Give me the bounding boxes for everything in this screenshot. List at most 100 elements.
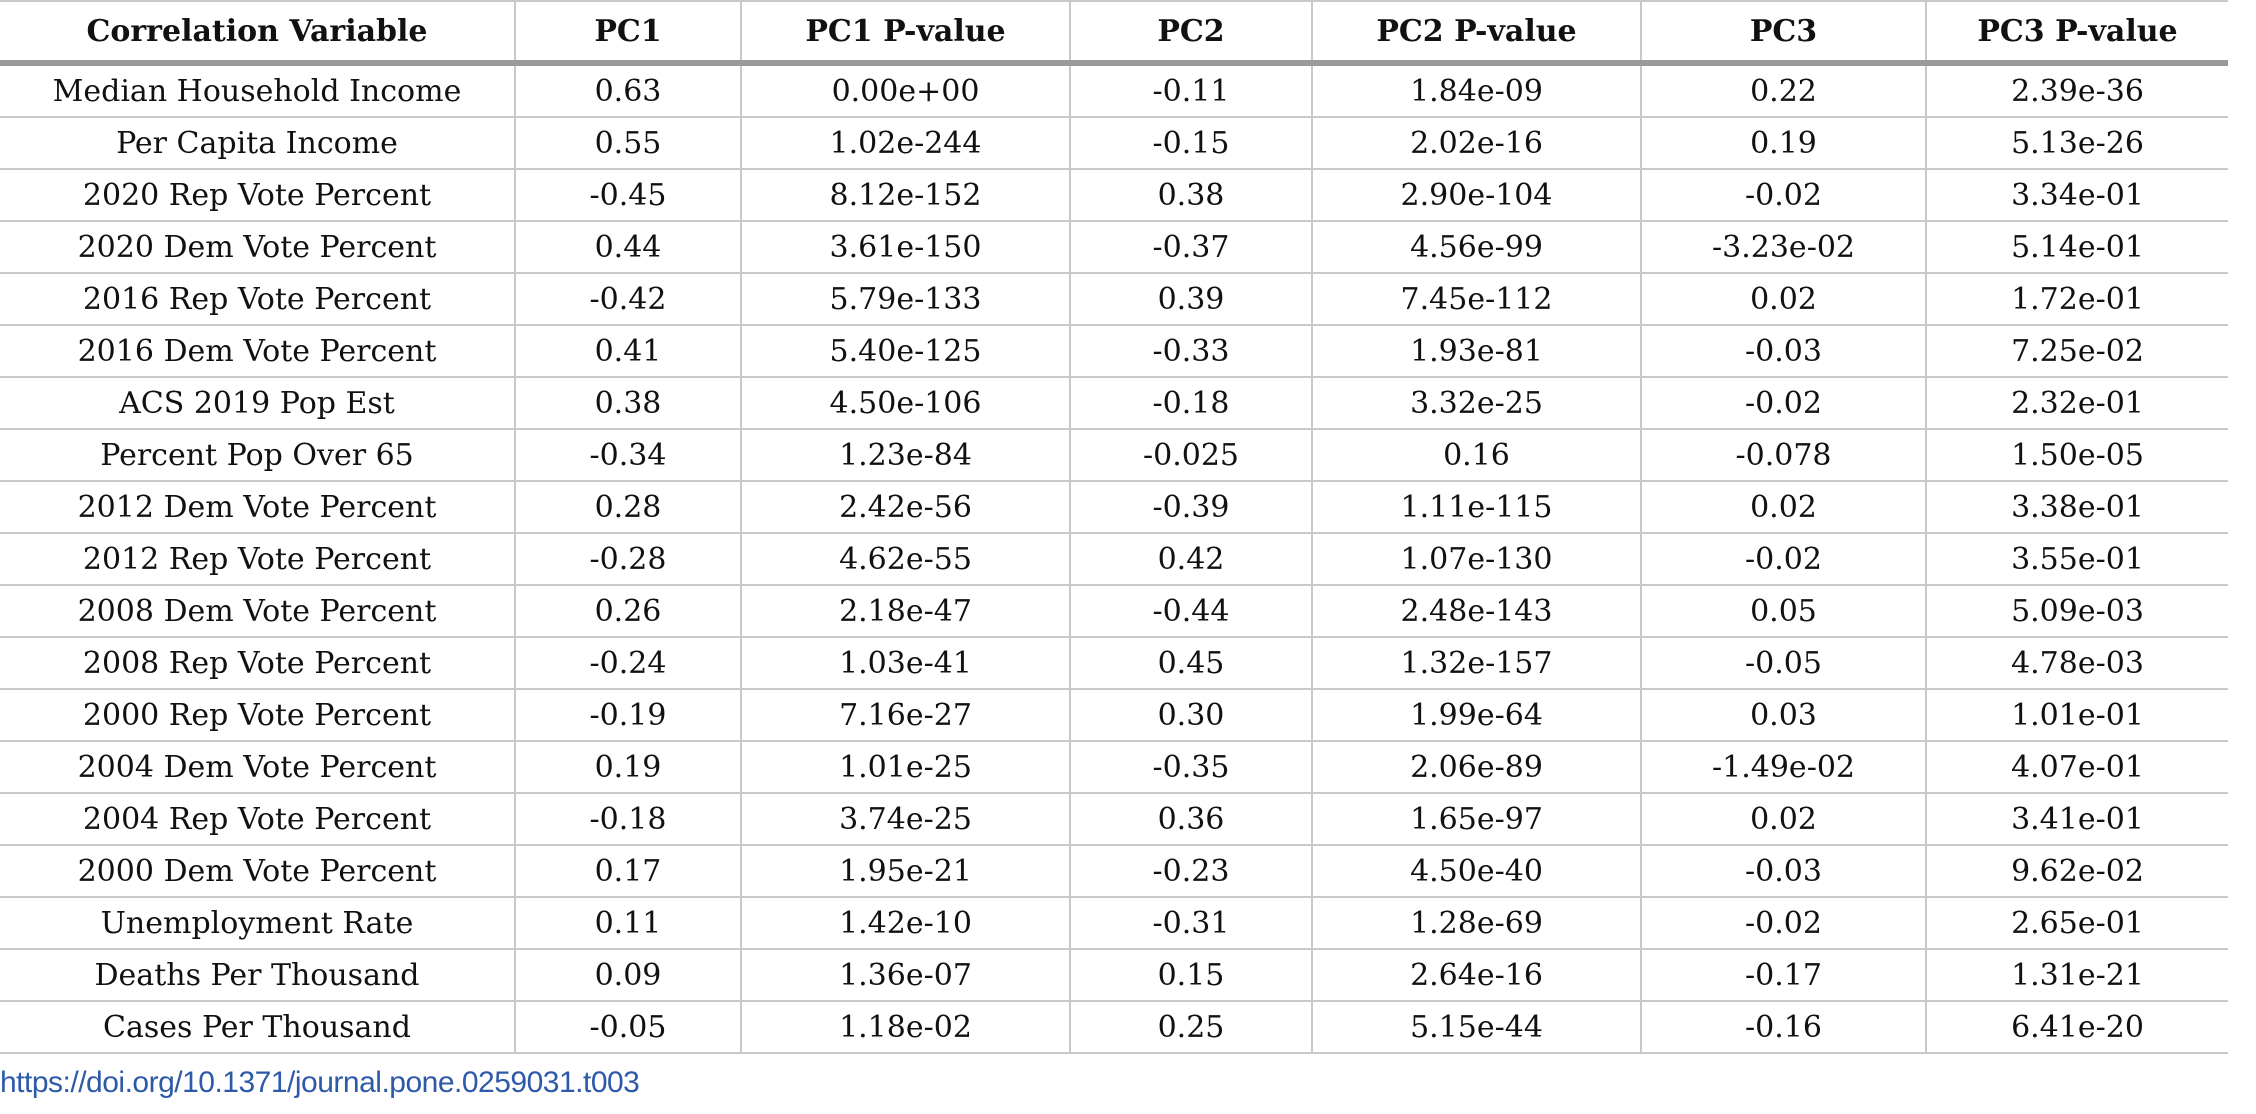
cell-pc3-p-value: 3.41e-01 [1925,793,2228,846]
cell-variable: 2004 Rep Vote Percent [0,793,515,846]
cell-pc3-p-value: 4.07e-01 [1925,741,2228,794]
header-pc2: PC2 [1069,0,1312,60]
cell-pc2: -0.11 [1069,66,1312,118]
cell-pc3: 0.02 [1640,481,1926,534]
cell-pc3: 0.03 [1640,689,1926,742]
cell-pc2-p-value: 2.06e-89 [1311,741,1641,794]
cell-pc2: -0.33 [1069,325,1312,378]
cell-pc3: 0.05 [1640,585,1926,638]
table-row: Deaths Per Thousand 0.09 1.36e-07 0.15 2.64e… [0,949,2228,1002]
cell-pc2-p-value: 1.99e-64 [1311,689,1641,742]
cell-pc1-p-value: 5.79e-133 [740,273,1070,326]
cell-pc2-p-value: 4.50e-40 [1311,845,1641,898]
cell-pc2: 0.25 [1069,1001,1312,1054]
cell-pc3-p-value: 2.65e-01 [1925,897,2228,950]
cell-pc3-p-value: 3.34e-01 [1925,169,2228,222]
table-row: 2016 Rep Vote Percent -0.42 5.79e-133 0.39 7… [0,273,2228,326]
cell-pc3-p-value: 1.31e-21 [1925,949,2228,1002]
cell-pc3: 0.19 [1640,117,1926,170]
cell-variable: 2016 Dem Vote Percent [0,325,515,378]
cell-pc2-p-value: 1.84e-09 [1311,66,1641,118]
cell-pc1-p-value: 1.42e-10 [740,897,1070,950]
cell-pc1: -0.34 [514,429,741,482]
cell-pc1-p-value: 1.02e-244 [740,117,1070,170]
cell-variable: Cases Per Thousand [0,1001,515,1054]
cell-pc3-p-value: 7.25e-02 [1925,325,2228,378]
cell-pc1-p-value: 5.40e-125 [740,325,1070,378]
header-correlation-variable: Correlation Variable [0,0,515,60]
cell-variable: 2000 Dem Vote Percent [0,845,515,898]
cell-variable: 2008 Rep Vote Percent [0,637,515,690]
cell-pc1: -0.05 [514,1001,741,1054]
header-pc3-p-value: PC3 P-value [1925,0,2228,60]
table-row: 2000 Dem Vote Percent 0.17 1.95e-21 -0.23 4.… [0,845,2228,898]
cell-pc3-p-value: 1.01e-01 [1925,689,2228,742]
cell-pc1: -0.18 [514,793,741,846]
cell-pc1-p-value: 4.62e-55 [740,533,1070,586]
cell-variable: Per Capita Income [0,117,515,170]
cell-pc3-p-value: 3.55e-01 [1925,533,2228,586]
cell-pc3: -0.02 [1640,169,1926,222]
cell-pc2: 0.38 [1069,169,1312,222]
cell-pc2-p-value: 2.64e-16 [1311,949,1641,1002]
cell-variable: 2020 Dem Vote Percent [0,221,515,274]
cell-pc3: 0.22 [1640,66,1926,118]
cell-pc1: 0.09 [514,949,741,1002]
cell-pc1-p-value: 1.95e-21 [740,845,1070,898]
cell-pc3: -0.03 [1640,845,1926,898]
header-pc1: PC1 [514,0,741,60]
cell-variable: Deaths Per Thousand [0,949,515,1002]
cell-pc1-p-value: 3.74e-25 [740,793,1070,846]
cell-pc3-p-value: 9.62e-02 [1925,845,2228,898]
doi-link[interactable]: https://doi.org/10.1371/journal.pone.025… [0,1066,640,1099]
table-container: Correlation Variable PC1 PC1 P-value PC2… [0,0,2228,1054]
cell-pc1-p-value: 2.18e-47 [740,585,1070,638]
cell-pc1: 0.11 [514,897,741,950]
cell-pc3: 0.02 [1640,273,1926,326]
cell-pc2: 0.30 [1069,689,1312,742]
cell-pc3: -0.078 [1640,429,1926,482]
cell-pc3: -0.02 [1640,533,1926,586]
cell-variable: Unemployment Rate [0,897,515,950]
cell-pc1: 0.19 [514,741,741,794]
cell-pc1: 0.44 [514,221,741,274]
cell-pc3-p-value: 5.14e-01 [1925,221,2228,274]
cell-pc2-p-value: 1.11e-115 [1311,481,1641,534]
table-row: 2008 Dem Vote Percent 0.26 2.18e-47 -0.44 2.… [0,585,2228,638]
cell-pc3-p-value: 3.38e-01 [1925,481,2228,534]
header-row: Correlation Variable PC1 PC1 P-value PC2… [0,0,2228,60]
cell-pc1: 0.55 [514,117,741,170]
header-pc2-p-value: PC2 P-value [1311,0,1641,60]
cell-pc2: -0.39 [1069,481,1312,534]
cell-pc2: -0.37 [1069,221,1312,274]
table-row: Percent Pop Over 65 -0.34 1.23e-84 -0.025 0.… [0,429,2228,482]
cell-pc3-p-value: 4.78e-03 [1925,637,2228,690]
cell-pc1: -0.42 [514,273,741,326]
table-row: 2004 Rep Vote Percent -0.18 3.74e-25 0.36 1.… [0,793,2228,846]
table-row: 2012 Dem Vote Percent 0.28 2.42e-56 -0.39 1.… [0,481,2228,534]
table-row: Cases Per Thousand -0.05 1.18e-02 0.25 5.15e… [0,1001,2228,1054]
cell-pc2-p-value: 3.32e-25 [1311,377,1641,430]
cell-pc2-p-value: 1.28e-69 [1311,897,1641,950]
cell-pc2-p-value: 1.32e-157 [1311,637,1641,690]
cell-variable: 2016 Rep Vote Percent [0,273,515,326]
cell-pc1-p-value: 0.00e+00 [740,66,1070,118]
cell-pc3-p-value: 1.50e-05 [1925,429,2228,482]
cell-variable: 2000 Rep Vote Percent [0,689,515,742]
cell-pc1-p-value: 8.12e-152 [740,169,1070,222]
cell-pc1-p-value: 3.61e-150 [740,221,1070,274]
cell-variable: Median Household Income [0,66,515,118]
cell-pc3-p-value: 6.41e-20 [1925,1001,2228,1054]
cell-pc1-p-value: 1.23e-84 [740,429,1070,482]
cell-pc1-p-value: 1.36e-07 [740,949,1070,1002]
cell-pc2: 0.39 [1069,273,1312,326]
cell-pc1-p-value: 1.18e-02 [740,1001,1070,1054]
cell-variable: 2008 Dem Vote Percent [0,585,515,638]
cell-pc3: -1.49e-02 [1640,741,1926,794]
cell-pc2: -0.44 [1069,585,1312,638]
cell-pc1-p-value: 2.42e-56 [740,481,1070,534]
cell-pc1: -0.45 [514,169,741,222]
table-row: 2020 Rep Vote Percent -0.45 8.12e-152 0.38 2… [0,169,2228,222]
table-row: Median Household Income 0.63 0.00e+00 -0.11… [0,66,2228,118]
cell-pc3: 0.02 [1640,793,1926,846]
